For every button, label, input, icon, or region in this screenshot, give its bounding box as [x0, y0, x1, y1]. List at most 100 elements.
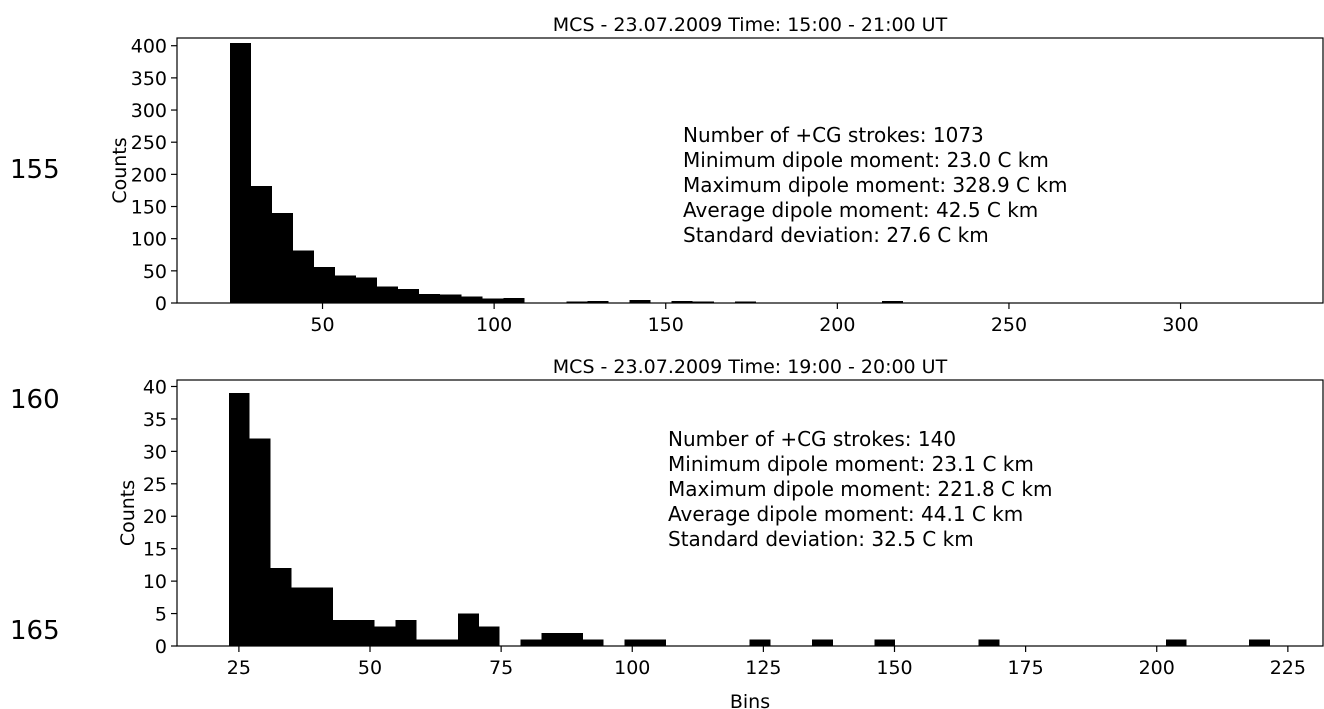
x-tick-label: 225	[1270, 657, 1306, 679]
x-tick-label: 125	[745, 657, 781, 679]
histogram-bar	[461, 296, 483, 303]
y-tick-label: 15	[143, 539, 167, 561]
histogram-bar	[312, 587, 334, 646]
histogram-bar	[353, 620, 375, 646]
histogram-bar	[416, 639, 438, 646]
line-number: 155	[10, 155, 60, 185]
x-tick-label: 150	[648, 314, 684, 336]
histogram-bars	[228, 392, 1271, 646]
histogram-bar	[671, 301, 693, 303]
chart-1: 0 50 100 150 200 250 300 350 400 50 100 150 200 250 30…	[109, 14, 1324, 336]
y-tick-label: 30	[143, 441, 167, 463]
histogram-bar	[228, 392, 250, 646]
histogram-bar	[437, 639, 458, 646]
plot-frame	[176, 37, 1324, 304]
histogram-bar	[749, 639, 771, 646]
y-tick-label: 5	[155, 604, 167, 626]
chart-title: MCS - 23.07.2009 Time: 15:00 - 21:00 UT	[553, 14, 948, 36]
y-tick-label: 40	[143, 376, 167, 398]
y-tick-label: 300	[131, 100, 167, 122]
histogram-bar	[503, 297, 525, 303]
stats-annotation-line: Maximum dipole moment: 328.9 C km	[683, 173, 1067, 197]
x-tick-label: 25	[227, 657, 251, 679]
histogram-bar	[582, 639, 604, 646]
histogram-bar	[335, 275, 357, 303]
histogram-bar	[398, 288, 420, 303]
histogram-bar	[978, 639, 1000, 646]
histogram-bar	[520, 639, 542, 646]
stats-annotation-line: Number of +CG strokes: 140	[668, 427, 956, 451]
histogram-bar	[250, 185, 272, 303]
histogram-bar	[440, 294, 462, 303]
histogram-bar	[562, 633, 583, 646]
x-tick-label: 300	[1162, 314, 1198, 336]
stats-annotation-line: Number of +CG strokes: 1073	[683, 123, 984, 147]
line-number: 165	[10, 616, 60, 646]
histogram-bar	[734, 301, 756, 303]
stats-annotation-line: Minimum dipole moment: 23.0 C km	[683, 148, 1049, 172]
histogram-bar	[629, 299, 651, 303]
y-axis-label: Counts	[109, 137, 131, 203]
stats-annotation-line: Average dipole moment: 44.1 C km	[668, 502, 1023, 526]
y-tick-label: 35	[143, 409, 167, 431]
x-tick-label: 200	[1139, 657, 1175, 679]
histogram-bar	[377, 286, 399, 303]
stats-annotation-line: Standard deviation: 27.6 C km	[683, 223, 989, 247]
histogram-bar	[270, 568, 292, 646]
histogram-bar	[566, 301, 588, 303]
stats-annotation-line: Minimum dipole moment: 23.1 C km	[668, 452, 1034, 476]
y-axis-label: Counts	[117, 480, 139, 546]
histogram-bar	[419, 293, 441, 303]
histogram-bar	[356, 277, 378, 303]
histogram-bar	[374, 626, 396, 646]
histogram-bar	[587, 301, 609, 303]
histogram-bar	[811, 639, 833, 646]
histogram-bar	[882, 301, 904, 303]
x-tick-label: 250	[991, 314, 1027, 336]
histogram-bar	[271, 212, 293, 303]
chart-2: 0 5 10 15 20 25 30 35 40 25 50 75 100 125 150 175 200 225…	[117, 356, 1324, 709]
histogram-bar	[692, 301, 714, 303]
histogram-bar	[249, 438, 271, 646]
y-tick-label: 10	[143, 571, 167, 593]
x-tick-label: 50	[310, 314, 334, 336]
histogram-bar	[314, 266, 336, 303]
y-tick-label: 250	[131, 132, 167, 154]
x-tick-label: 100	[476, 314, 512, 336]
histogram-bar	[1249, 639, 1271, 646]
histogram-bar	[229, 43, 251, 303]
stats-annotation-line: Standard deviation: 32.5 C km	[668, 527, 974, 551]
y-tick-label: 0	[155, 293, 167, 315]
x-tick-label: 150	[876, 657, 912, 679]
histogram-bar	[333, 620, 354, 646]
y-tick-label: 20	[143, 506, 167, 528]
y-tick-label: 25	[143, 474, 167, 496]
y-tick-label: 0	[155, 636, 167, 658]
histogram-bar	[457, 613, 479, 646]
histogram-bar	[395, 620, 417, 646]
x-tick-label: 75	[489, 657, 513, 679]
chart-title: MCS - 23.07.2009 Time: 19:00 - 20:00 UT	[553, 356, 948, 378]
histogram-bar	[645, 639, 667, 646]
y-tick-label: 50	[143, 261, 167, 283]
histogram-bar	[292, 250, 315, 303]
histogram-bar	[1165, 639, 1187, 646]
y-tick-label: 350	[131, 68, 167, 90]
y-tick-label: 400	[131, 36, 167, 58]
histogram-bar	[541, 633, 563, 646]
stats-annotation-line: Average dipole moment: 42.5 C km	[683, 198, 1038, 222]
x-tick-label: 50	[358, 657, 382, 679]
histogram-bar	[624, 639, 646, 646]
x-tick-label: 200	[819, 314, 855, 336]
y-tick-label: 200	[131, 164, 167, 186]
x-tick-label: 175	[1007, 657, 1043, 679]
y-tick-label: 150	[131, 197, 167, 219]
line-number: 160	[10, 385, 60, 415]
y-tick-label: 100	[131, 229, 167, 251]
x-tick-label: 100	[614, 657, 650, 679]
stats-annotation-line: Maximum dipole moment: 221.8 C km	[668, 477, 1052, 501]
histogram-bar	[478, 626, 500, 646]
histogram-bars	[229, 43, 1324, 303]
